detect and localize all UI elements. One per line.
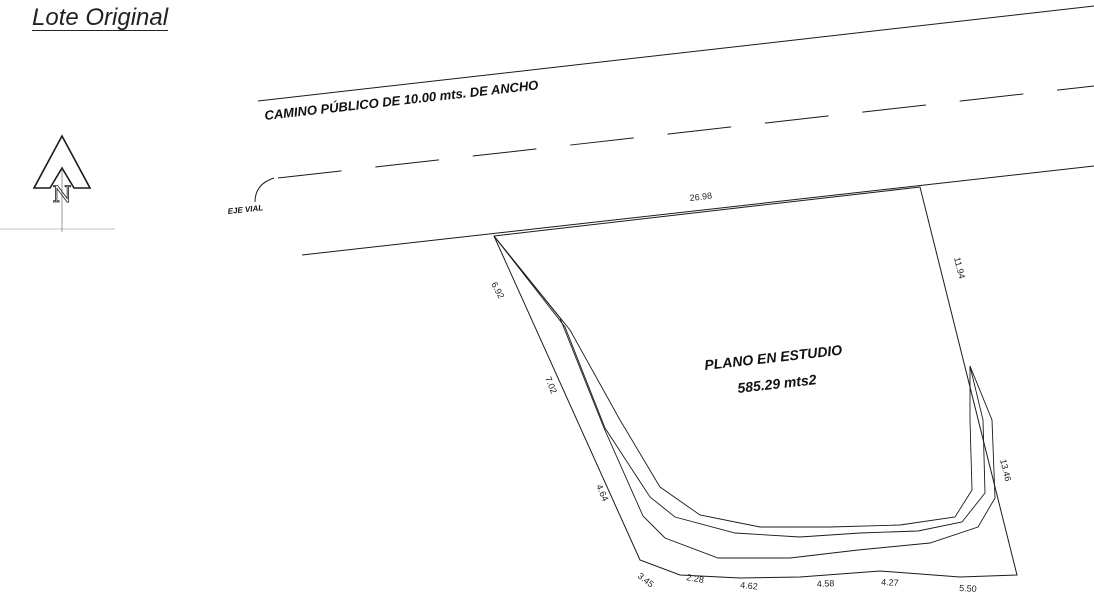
dimension-right-upper: 11.94 [952, 256, 967, 280]
lot-boundary [493, 186, 1018, 579]
dimension-right-lower: 13.46 [998, 458, 1013, 482]
dimension-bottom-2: 2.28 [686, 572, 705, 585]
road-axis-line [277, 85, 1094, 179]
dimension-bottom-6: 5.50 [959, 583, 977, 594]
dimension-bottom-5: 4.27 [881, 577, 899, 588]
road-edge-south [301, 165, 1094, 256]
dimension-left-2: 7.02 [543, 375, 559, 395]
dimension-bottom-1: 3.45 [636, 571, 656, 590]
dimension-front: 26.98 [689, 191, 713, 203]
road-axis-label: EJE VIAL [227, 203, 263, 216]
road-axis-leader [254, 177, 275, 203]
north-arrow-icon: N [0, 134, 115, 232]
lot-contour-inner [493, 235, 973, 528]
road-edge-north [257, 5, 1094, 102]
lot-contour-mid [493, 235, 986, 538]
lot-area-label: 585.29 mts2 [737, 371, 818, 396]
lot-contour-outer [493, 235, 996, 559]
dimension-bottom-4: 4.58 [817, 578, 835, 589]
lot-name-label: PLANO EN ESTUDIO [704, 342, 843, 373]
north-letter: N [52, 183, 71, 208]
dimension-left-1: 6.92 [489, 280, 506, 300]
dimension-left-3: 4.64 [594, 483, 610, 503]
plan-title: Lote Original [32, 4, 169, 31]
dimension-bottom-3: 4.62 [740, 580, 758, 591]
